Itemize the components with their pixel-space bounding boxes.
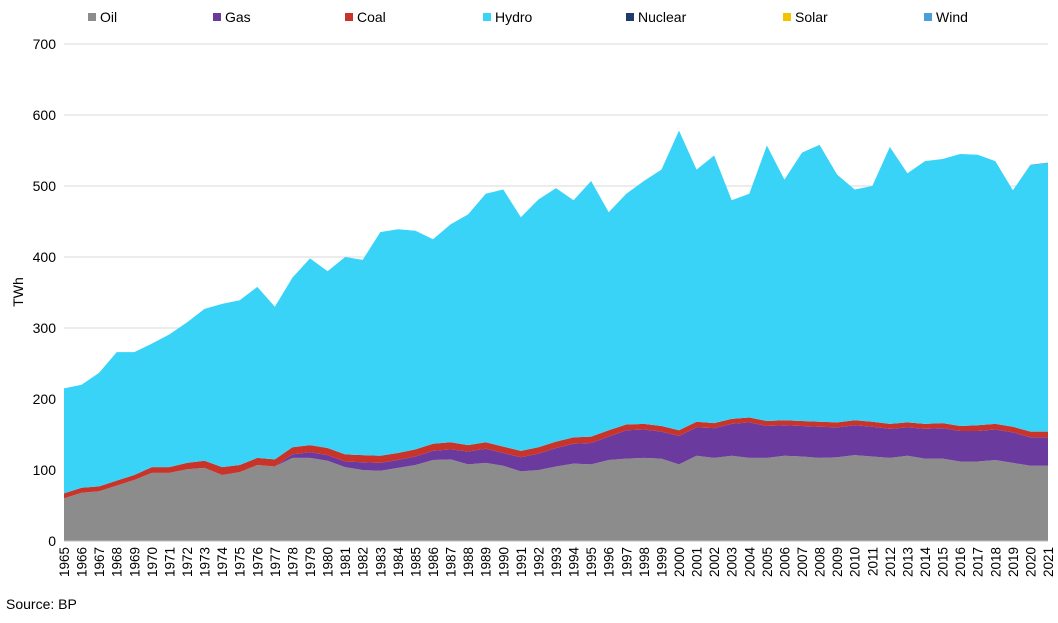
x-tick-label: 1965 xyxy=(57,547,72,577)
x-tick-label: 1982 xyxy=(356,547,371,577)
x-tick-label: 2011 xyxy=(865,547,880,576)
x-tick-label: 1977 xyxy=(268,547,283,577)
x-tick-label: 1966 xyxy=(75,547,90,577)
x-tick-label: 2009 xyxy=(830,547,845,577)
area-series-gas xyxy=(64,422,1048,499)
x-tick-label: 2010 xyxy=(848,547,863,577)
y-tick-label: 400 xyxy=(33,249,57,265)
x-tick-label: 1996 xyxy=(602,547,617,577)
x-tick-label: 2002 xyxy=(707,547,722,577)
x-tick-label: 1991 xyxy=(514,547,529,577)
legend-label: Hydro xyxy=(495,9,533,25)
x-tick-label: 2015 xyxy=(936,547,951,577)
x-tick-label: 2016 xyxy=(953,547,968,577)
x-tick-label: 2018 xyxy=(988,547,1003,577)
x-tick-label: 1975 xyxy=(233,547,248,577)
x-tick-label: 2021 xyxy=(1041,547,1056,577)
x-tick-label: 1993 xyxy=(549,547,564,577)
legend-swatch xyxy=(783,13,791,21)
x-tick-label: 1971 xyxy=(162,547,177,577)
x-tick-label: 2008 xyxy=(813,547,828,577)
x-tick-label: 2013 xyxy=(900,547,915,577)
x-tick-label: 2003 xyxy=(725,547,740,577)
x-tick-label: 1968 xyxy=(110,547,125,577)
x-tick-label: 1999 xyxy=(654,547,669,577)
x-tick-label: 1985 xyxy=(408,547,423,577)
legend-label: Coal xyxy=(357,9,386,25)
x-tick-label: 1981 xyxy=(338,547,353,577)
y-tick-label: 0 xyxy=(48,533,56,549)
x-tick-label: 1980 xyxy=(321,547,336,577)
x-tick-label: 1989 xyxy=(479,547,494,577)
legend-swatch xyxy=(88,13,96,21)
x-tick-label: 1976 xyxy=(250,547,265,577)
area-series-oil xyxy=(64,455,1048,541)
x-tick-label: 1969 xyxy=(127,547,142,577)
x-tick-label: 1990 xyxy=(496,547,511,577)
y-tick-label: 700 xyxy=(33,36,57,52)
x-tick-label: 1983 xyxy=(373,547,388,577)
area-series-group xyxy=(64,130,1048,541)
x-tick-label: 2017 xyxy=(971,547,986,577)
legend-label: Gas xyxy=(225,9,251,25)
x-tick-label: 2020 xyxy=(1023,547,1038,577)
legend-item-wind: Wind xyxy=(924,9,968,25)
legend-label: Oil xyxy=(100,9,118,25)
y-axis-label: TWh xyxy=(10,277,26,307)
legend-item-nuclear: Nuclear xyxy=(626,9,686,25)
legend-label: Nuclear xyxy=(638,9,687,25)
y-tick-label: 300 xyxy=(33,320,57,336)
x-tick-label: 1979 xyxy=(303,547,318,577)
legend-swatch xyxy=(924,13,932,21)
legend-item-coal: Coal xyxy=(345,9,386,25)
legend-label: Wind xyxy=(936,9,968,25)
chart-legend: Oil Gas Coal Hydro Nuclear Solar Wind xyxy=(0,9,1058,27)
legend-item-solar: Solar xyxy=(783,9,828,25)
area-series-coal xyxy=(64,417,1048,499)
x-tick-label: 1984 xyxy=(391,547,406,578)
x-tick-label: 2006 xyxy=(777,547,792,577)
legend-label: Solar xyxy=(795,9,828,25)
x-tick-label: 1967 xyxy=(92,547,107,577)
x-tick-label: 1992 xyxy=(531,547,546,577)
x-tick-label: 1994 xyxy=(567,547,582,578)
legend-item-oil: Oil xyxy=(88,9,117,25)
y-tick-label: 200 xyxy=(33,391,57,407)
x-tick-label: 2004 xyxy=(742,547,757,578)
x-tick-label: 2014 xyxy=(918,547,933,578)
x-tick-label: 1974 xyxy=(215,547,230,578)
legend-swatch xyxy=(345,13,353,21)
x-tick-label: 2007 xyxy=(795,547,810,577)
x-tick-label: 1970 xyxy=(145,547,160,577)
x-tick-label: 2001 xyxy=(690,547,705,577)
x-tick-label: 2005 xyxy=(760,547,775,577)
source-note: Source: BP xyxy=(6,596,77,612)
legend-swatch xyxy=(213,13,221,21)
x-tick-label: 1995 xyxy=(584,547,599,577)
x-tick-label: 1988 xyxy=(461,547,476,577)
legend-swatch xyxy=(483,13,491,21)
x-tick-label: 1978 xyxy=(285,547,300,577)
x-tick-label: 1997 xyxy=(619,547,634,577)
x-tick-label: 1987 xyxy=(444,547,459,577)
area-series-hydro xyxy=(64,130,1048,494)
y-tick-label: 600 xyxy=(33,107,57,123)
legend-item-hydro: Hydro xyxy=(483,9,532,25)
x-tick-label: 1986 xyxy=(426,547,441,577)
legend-swatch xyxy=(626,13,634,21)
y-tick-label: 100 xyxy=(33,462,57,478)
x-tick-label: 2012 xyxy=(883,547,898,577)
x-tick-label: 2019 xyxy=(1006,547,1021,577)
x-tick-label: 2000 xyxy=(672,547,687,577)
legend-item-gas: Gas xyxy=(213,9,251,25)
x-tick-label: 1973 xyxy=(198,547,213,577)
x-tick-label: 1998 xyxy=(637,547,652,577)
x-tick-label: 1972 xyxy=(180,547,195,577)
y-tick-label: 500 xyxy=(33,178,57,194)
